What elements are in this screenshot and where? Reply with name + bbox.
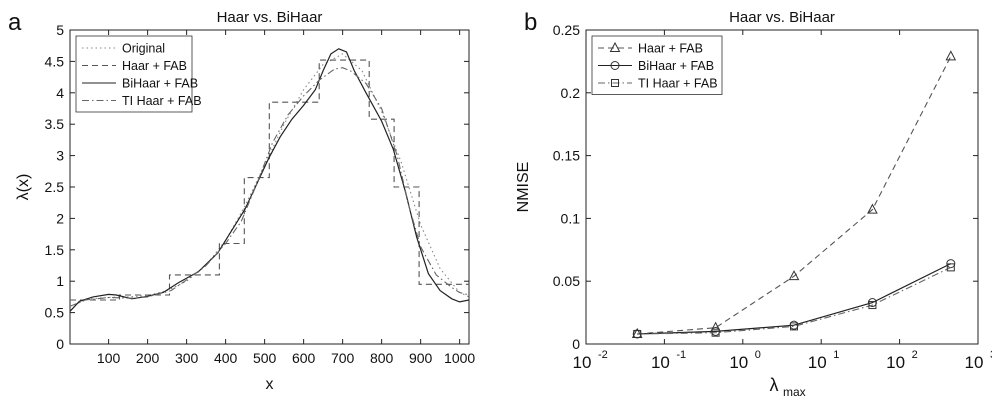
series-line-bihaar-fab (637, 263, 952, 335)
square-marker (868, 301, 877, 310)
triangle-marker (788, 270, 800, 281)
y-tick-label: 1 (56, 273, 64, 289)
y-tick-label: 3.5 (45, 116, 65, 132)
x-tick-label: 200 (136, 350, 160, 366)
legend-label: BiHaar + FAB (638, 59, 714, 73)
y-axis-label: λ(x) (15, 174, 32, 201)
y-tick-label: 0 (56, 336, 64, 352)
y-tick-label: 2 (56, 210, 64, 226)
x-tick-label: 700 (331, 350, 355, 366)
y-tick-label: 4.5 (45, 53, 65, 69)
panel-a: 100 200 300 400 500 600 700 800 900 1000 0 0.5 1 1.5 2… (8, 9, 475, 393)
x-tick-label: 10 (965, 353, 984, 372)
x-tick-label: 300 (175, 350, 199, 366)
x-tick-label: 500 (253, 350, 277, 366)
square-marker (633, 329, 642, 338)
legend-label: Haar + FAB (638, 42, 703, 56)
panel-label: a (8, 9, 22, 36)
x-tick-label: 800 (370, 350, 394, 366)
series-line-ti-haar-fab (70, 67, 469, 307)
panel-b: 10-210-110010110210300.050.10.150.20.25H… (515, 9, 992, 399)
y-axis-label: NMISE (515, 162, 532, 213)
series-line-bihaar-fab (70, 48, 469, 312)
y-tick-label: 1.5 (45, 242, 65, 258)
y-tick-label: 3 (56, 148, 64, 164)
x-tick-label: 10 (886, 353, 905, 372)
y-tick-label: 4 (56, 85, 64, 101)
legend (75, 35, 193, 113)
x-tick-label: 600 (292, 350, 316, 366)
square-marker (790, 322, 799, 331)
y-tick-label: 0.5 (45, 305, 65, 321)
y-tick-label: 5 (56, 22, 64, 38)
x-tick-label: 10 (651, 353, 670, 372)
series-line-haar-fab (637, 56, 952, 335)
x-tick-exponent: -2 (598, 349, 608, 361)
square-marker (946, 263, 955, 272)
series-line-original (70, 53, 469, 307)
x-tick-exponent: 0 (755, 349, 761, 361)
series-group (70, 48, 469, 312)
y-tick-label: 0.25 (553, 22, 580, 38)
x-axis-label: λ (770, 375, 779, 395)
triangle-marker (945, 50, 957, 61)
y-tick-label: 0 (572, 336, 580, 352)
legend-triangle-marker (609, 41, 621, 52)
x-tick-exponent: 1 (833, 349, 839, 361)
legend-circle-marker (610, 61, 620, 70)
legend-label: BiHaar + FAB (122, 77, 198, 91)
series-group (631, 50, 957, 339)
x-axis-label: x (266, 376, 274, 393)
y-tick-label: 0.15 (553, 148, 580, 164)
series-line-ti-haar-fab (637, 266, 952, 335)
x-tick-label: 10 (573, 353, 592, 372)
y-tick-label: 0.1 (561, 210, 581, 226)
x-tick-label: 400 (214, 350, 238, 366)
x-tick-exponent: -1 (676, 349, 686, 361)
x-tick-label: 100 (97, 350, 121, 366)
y-tick-label: 0.2 (561, 85, 581, 101)
x-tick-label: 1000 (444, 350, 475, 366)
square-marker (711, 328, 720, 337)
legend-label: Haar + FAB (122, 59, 187, 73)
x-axis-label-subscript: max (783, 385, 806, 399)
x-tick-label: 10 (729, 353, 748, 372)
x-tick-exponent: 3 (990, 349, 992, 361)
chart-title: Haar vs. BiHaar (729, 9, 835, 26)
panel-label: b (524, 9, 537, 36)
chart-title: Haar vs. BiHaar (217, 9, 323, 26)
y-tick-label: 2.5 (45, 179, 65, 195)
legend-label: TI Haar + FAB (638, 77, 718, 91)
legend-square-marker (611, 79, 619, 87)
x-tick-exponent: 2 (912, 349, 918, 361)
y-tick-label: 0.05 (553, 273, 580, 289)
x-tick-label: 10 (808, 353, 827, 372)
x-tick-label: 900 (409, 350, 433, 366)
triangle-marker (867, 203, 878, 214)
legend-label: Original (122, 42, 165, 56)
legend-label: TI Haar + FAB (122, 94, 202, 108)
